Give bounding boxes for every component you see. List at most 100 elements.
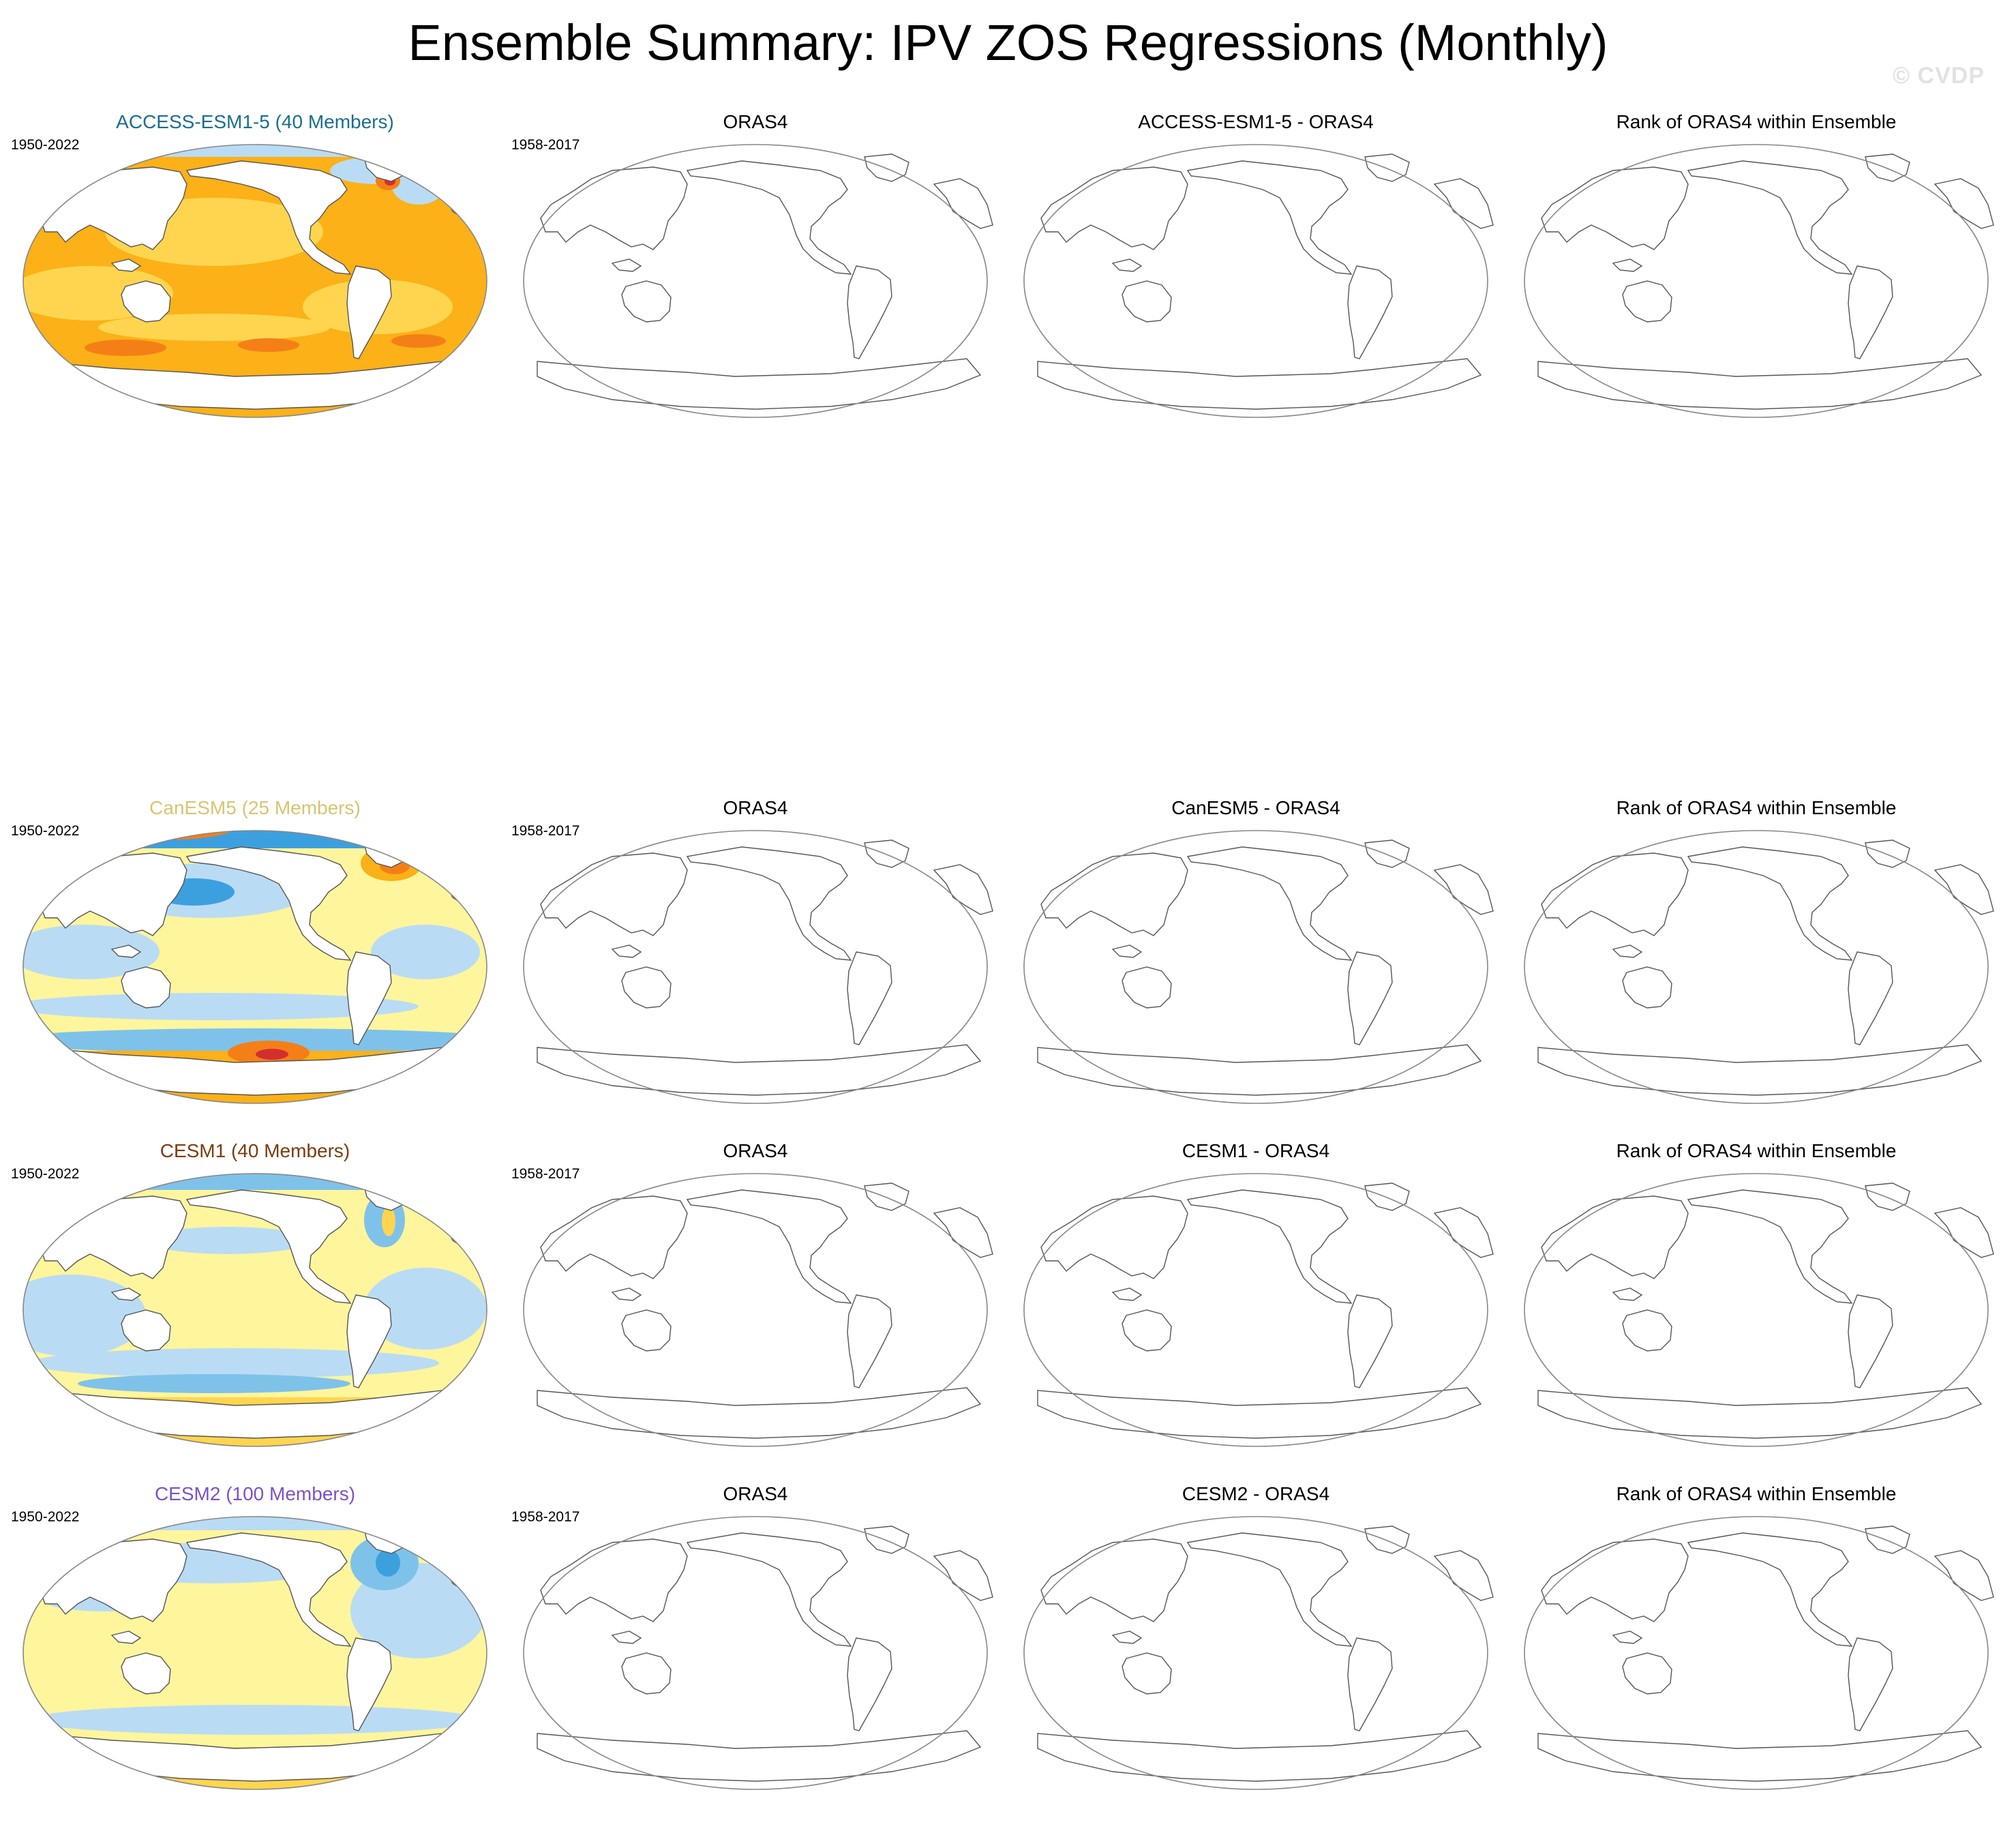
map-frame — [1023, 1516, 1488, 1790]
land-australia — [121, 1652, 171, 1695]
coastlines — [1537, 1182, 1994, 1439]
difference-panel: CanESM5 - ORAS4 — [1010, 796, 1501, 1117]
land-antarctica-west — [1537, 358, 1983, 410]
coastlines — [1537, 153, 1994, 410]
land-maritime-continent — [1111, 258, 1143, 272]
land-north-america-west — [686, 1189, 852, 1304]
land-north-america-west — [185, 160, 352, 275]
land-south-america — [1347, 951, 1393, 1045]
land-eurasia-west — [540, 1195, 688, 1279]
land-eurasia-west — [1040, 1538, 1188, 1622]
obs-map — [523, 1173, 993, 1447]
land-north-america-west — [1687, 846, 1853, 961]
difference-map — [1023, 830, 1494, 1104]
land-maritime-continent — [1612, 258, 1643, 272]
map-frame — [523, 144, 988, 418]
land-south-america — [1347, 1294, 1393, 1388]
land-europe-africa-east — [1934, 178, 1994, 229]
land-greenland — [1865, 1525, 1910, 1554]
obs-title: ORAS4 — [723, 111, 788, 132]
land-greenland — [864, 153, 909, 182]
rank-panel: Rank of ORAS4 within Ensemble — [1511, 1139, 2002, 1460]
obs-title: ORAS4 — [723, 1483, 788, 1504]
land-greenland — [864, 1182, 909, 1211]
regression-field — [23, 831, 487, 1103]
land-south-america — [1347, 1637, 1393, 1731]
land-australia — [121, 1309, 171, 1352]
land-maritime-continent — [110, 944, 142, 958]
land-maritime-continent — [611, 258, 642, 272]
land-australia — [1122, 966, 1172, 1009]
model-panel: CESM1 (40 Members) 1950-2022 — [10, 1139, 500, 1460]
land-antarctica-west — [537, 1387, 982, 1439]
land-europe-africa-east — [1433, 1207, 1494, 1258]
land-australia — [1122, 1309, 1172, 1352]
difference-panel: ACCESS-ESM1-5 - ORAS4 — [1010, 110, 1501, 431]
map-frame — [22, 830, 487, 1104]
model-regression-map — [22, 1173, 487, 1447]
land-mask — [36, 1525, 487, 1782]
ensemble-row-canesm5: CanESM5 (25 Members) 1950-2022 ORAS4 195… — [0, 796, 2016, 1117]
obs-panel: ORAS4 1958-2017 — [510, 796, 1001, 1117]
land-europe-africa-east — [933, 864, 993, 915]
difference-title: CESM2 - ORAS4 — [1182, 1483, 1330, 1504]
land-europe-africa-east — [1934, 1207, 1994, 1258]
land-australia — [1622, 280, 1672, 323]
model-title: CanESM5 (25 Members) — [149, 797, 361, 818]
land-north-america-west — [686, 160, 852, 275]
obs-panel: ORAS4 1958-2017 — [510, 110, 1001, 431]
land-south-america — [346, 951, 392, 1045]
cvdp-watermark: © CVDP — [1893, 63, 1985, 89]
map-frame — [1524, 830, 1989, 1104]
land-south-america — [1848, 1637, 1893, 1731]
map-frame — [523, 830, 988, 1104]
land-eurasia-west — [540, 852, 688, 936]
coastlines — [537, 839, 993, 1096]
land-maritime-continent — [611, 1630, 642, 1644]
land-south-america — [847, 951, 892, 1045]
land-maritime-continent — [1111, 1287, 1143, 1301]
rank-title: Rank of ORAS4 within Ensemble — [1616, 111, 1897, 132]
land-eurasia-west — [1040, 852, 1188, 936]
land-maritime-continent — [1612, 1287, 1643, 1301]
land-south-america — [847, 265, 892, 359]
obs-map — [523, 144, 993, 418]
land-north-america-west — [185, 846, 352, 961]
land-australia — [1122, 1652, 1172, 1695]
land-eurasia-west — [1040, 1195, 1188, 1279]
land-maritime-continent — [611, 1287, 642, 1301]
map-frame — [1023, 144, 1488, 418]
rank-title: Rank of ORAS4 within Ensemble — [1616, 1140, 1897, 1161]
land-north-america-west — [1687, 1189, 1853, 1304]
land-maritime-continent — [1111, 1630, 1143, 1644]
land-eurasia-west — [1541, 1195, 1689, 1279]
rank-panel: Rank of ORAS4 within Ensemble — [1511, 1482, 2002, 1803]
land-north-america-west — [1186, 1189, 1353, 1304]
coastlines — [537, 1182, 993, 1439]
model-period: 1950-2022 — [11, 823, 80, 839]
land-maritime-continent — [110, 258, 142, 272]
obs-panel: ORAS4 1958-2017 — [510, 1482, 1001, 1803]
land-australia — [1122, 280, 1172, 323]
obs-period: 1958-2017 — [511, 137, 580, 153]
obs-map — [523, 830, 993, 1104]
obs-title: ORAS4 — [723, 797, 788, 818]
obs-period: 1958-2017 — [511, 823, 580, 839]
land-europe-africa-east — [933, 1207, 993, 1258]
model-period: 1950-2022 — [11, 1509, 80, 1525]
land-australia — [621, 966, 672, 1009]
rank-title: Rank of ORAS4 within Ensemble — [1616, 1483, 1897, 1504]
land-north-america-west — [686, 1532, 852, 1647]
model-regression-map — [22, 830, 487, 1104]
obs-panel: ORAS4 1958-2017 — [510, 1139, 1001, 1460]
model-panel: ACCESS-ESM1-5 (40 Members) 1950-2022 — [10, 110, 500, 431]
map-frame — [22, 1516, 487, 1790]
map-frame — [523, 1516, 988, 1790]
coastlines — [537, 1525, 993, 1782]
coastlines — [1537, 839, 1994, 1096]
land-eurasia-west — [540, 1538, 688, 1622]
land-europe-africa-east — [1433, 178, 1494, 229]
coastlines — [1037, 1182, 1494, 1439]
land-south-america — [346, 265, 392, 359]
ensemble-row-cesm1: CESM1 (40 Members) 1950-2022 ORAS4 1958-… — [0, 1139, 2016, 1460]
